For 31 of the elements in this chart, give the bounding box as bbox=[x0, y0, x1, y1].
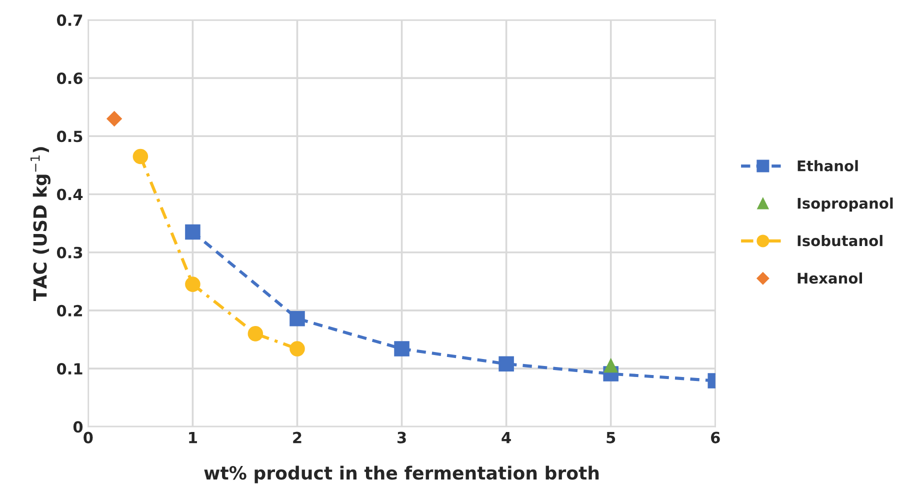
y-axis-title: TAC (USD kg$^{−1}$) bbox=[30, 147, 50, 302]
x-axis-title: wt% product in the fermentation broth bbox=[204, 466, 599, 484]
x-tick-label: 2 bbox=[293, 432, 302, 444]
point bbox=[106, 111, 122, 126]
point bbox=[394, 341, 410, 356]
y-tick-label: 0.4 bbox=[56, 188, 83, 200]
point bbox=[604, 358, 618, 373]
point bbox=[185, 224, 200, 240]
x-tick-label: 6 bbox=[711, 432, 720, 444]
point bbox=[185, 276, 200, 292]
y-tick-label: 0.2 bbox=[56, 304, 82, 316]
point bbox=[290, 341, 305, 356]
legend-label: Isobutanol bbox=[798, 234, 882, 246]
y-tick-label: 0.5 bbox=[56, 130, 82, 142]
legend-label: Ethanol bbox=[798, 160, 858, 172]
point bbox=[248, 326, 264, 342]
y-tick-label: 0 bbox=[73, 421, 83, 433]
point bbox=[290, 310, 305, 326]
x-tick-label: 4 bbox=[502, 432, 511, 444]
point bbox=[132, 148, 148, 164]
legend-label: Hexanol bbox=[798, 272, 862, 284]
x-tick-label: 0 bbox=[84, 432, 93, 444]
x-tick-label: 5 bbox=[606, 432, 616, 444]
x-tick-label: 1 bbox=[189, 432, 197, 444]
y-tick-label: 0.7 bbox=[56, 14, 82, 26]
y-tick-label: 0.6 bbox=[56, 72, 82, 84]
point bbox=[498, 356, 514, 372]
x-tick-label: 3 bbox=[397, 432, 406, 444]
y-tick-label: 0.1 bbox=[56, 363, 82, 375]
legend-label: Isopropanol bbox=[798, 198, 893, 212]
y-tick-label: 0.3 bbox=[56, 246, 82, 258]
